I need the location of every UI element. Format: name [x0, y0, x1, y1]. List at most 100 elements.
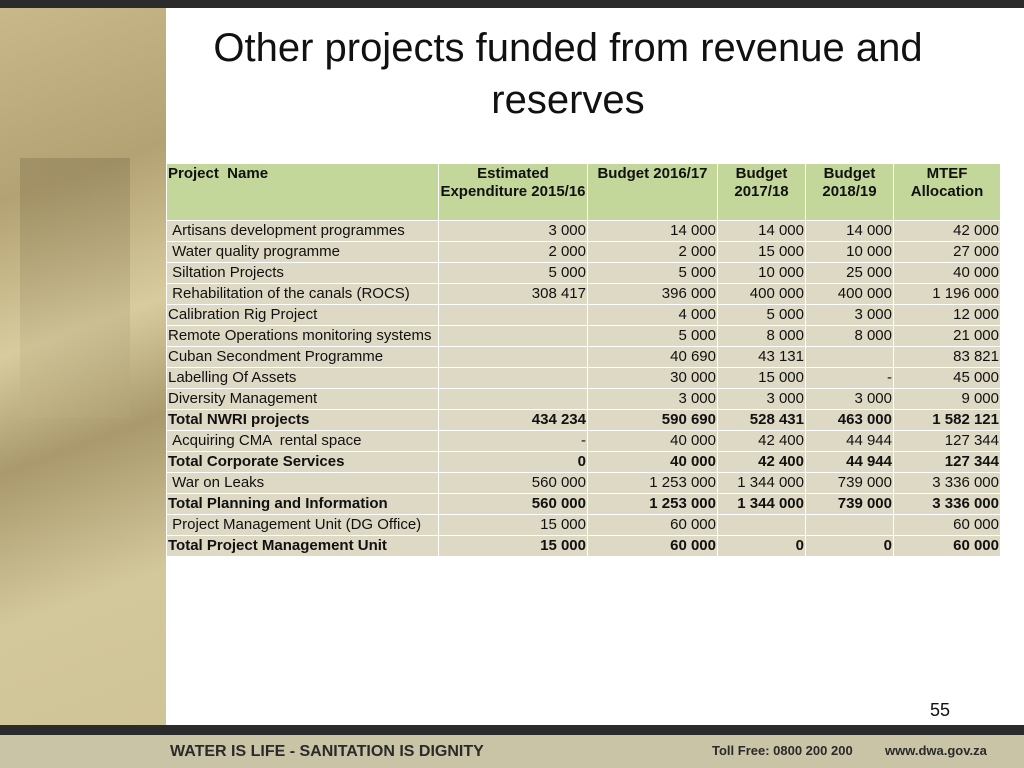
table-cell	[438, 304, 588, 326]
table-cell: -	[805, 367, 894, 389]
table-cell: 528 431	[717, 409, 806, 431]
table-cell: 127 344	[893, 451, 1001, 473]
table-cell: 8 000	[805, 325, 894, 347]
table-row: War on Leaks 560 000 1 253 000 1 344 000 739…	[166, 472, 1001, 494]
table-cell: Siltation Projects	[166, 262, 439, 284]
table-cell: 2 000	[438, 241, 588, 263]
table-cell: -	[438, 430, 588, 452]
table-cell	[438, 346, 588, 368]
table-cell: 2 000	[587, 241, 718, 263]
table-cell: 1 582 121	[893, 409, 1001, 431]
table-row: Remote Operations monitoring systems 5 00…	[166, 325, 1001, 347]
table-cell: 9 000	[893, 388, 1001, 410]
column-header: Project Name	[166, 163, 439, 221]
table-row: Acquiring CMA rental space -40 000 42 400 4…	[166, 430, 1001, 452]
column-header: Budget 2017/18	[717, 163, 806, 221]
table-row: Cuban Secondment Programme 40 690 43 131 83…	[166, 346, 1001, 368]
table-cell: 15 000	[717, 367, 806, 389]
footer: WATER IS LIFE - SANITATION IS DIGNITY To…	[0, 735, 1024, 768]
table-cell: 308 417	[438, 283, 588, 305]
table-cell: 0	[805, 535, 894, 557]
table-cell: 14 000	[805, 220, 894, 242]
table-cell	[438, 388, 588, 410]
table-cell: 8 000	[717, 325, 806, 347]
table-cell: 3 336 000	[893, 472, 1001, 494]
table-cell: 3 000	[587, 388, 718, 410]
table-cell: Total NWRI projects	[166, 409, 439, 431]
table-cell	[805, 514, 894, 536]
table-cell: 15 000	[717, 241, 806, 263]
table-cell: 0	[438, 451, 588, 473]
table-cell: 14 000	[587, 220, 718, 242]
header-row: Project Name Estimated Expenditure 2015/1…	[166, 163, 1001, 221]
table-cell	[438, 325, 588, 347]
table-cell: Artisans development programmes	[166, 220, 439, 242]
table-cell: 5 000	[587, 325, 718, 347]
table-cell: 44 944	[805, 451, 894, 473]
table-cell: 14 000	[717, 220, 806, 242]
footer-motto: WATER IS LIFE - SANITATION IS DIGNITY	[170, 743, 484, 760]
table-cell: 60 000	[893, 514, 1001, 536]
page-number: 55	[930, 700, 951, 720]
table-cell: Rehabilitation of the canals (ROCS)	[166, 283, 439, 305]
table-cell: 43 131	[717, 346, 806, 368]
table-cell: 127 344	[893, 430, 1001, 452]
table-cell: 400 000	[717, 283, 806, 305]
table-cell: 434 234	[438, 409, 588, 431]
budget-table: Project Name Estimated Expenditure 2015/1…	[166, 163, 1001, 557]
table-cell: 45 000	[893, 367, 1001, 389]
table-cell: 44 944	[805, 430, 894, 452]
column-header: MTEF Allocation	[893, 163, 1001, 221]
table-cell: 739 000	[805, 493, 894, 515]
table-cell: 739 000	[805, 472, 894, 494]
slide-title: Other projects funded from revenue and r…	[213, 26, 923, 122]
table-cell: 1 253 000	[587, 493, 718, 515]
table-row: Siltation Projects 5 000 5 000 10 000 25 000…	[166, 262, 1001, 284]
table-cell: 5 000	[587, 262, 718, 284]
table-row: Labelling Of Assets 30 000 15 000-45 000	[166, 367, 1001, 389]
table-cell: 560 000	[438, 472, 588, 494]
table-cell: 40 000	[587, 451, 718, 473]
table-cell	[717, 514, 806, 536]
table-cell: Remote Operations monitoring systems	[166, 325, 439, 347]
table-cell: 10 000	[717, 262, 806, 284]
footer-bar	[0, 725, 1024, 735]
table-cell: Labelling Of Assets	[166, 367, 439, 389]
table-cell: 25 000	[805, 262, 894, 284]
column-header: Budget 2016/17	[587, 163, 718, 221]
table-cell: 3 336 000	[893, 493, 1001, 515]
table-cell: Water quality programme	[166, 241, 439, 263]
table-row: Project Management Unit (DG Office) 15 00…	[166, 514, 1001, 536]
table-cell: 1 253 000	[587, 472, 718, 494]
table-row: Total NWRI projects 434 234 590 690 528 431…	[166, 409, 1001, 431]
table-cell: 15 000	[438, 514, 588, 536]
table-cell: 83 821	[893, 346, 1001, 368]
table-cell: 42 400	[717, 430, 806, 452]
side-image	[0, 8, 166, 725]
table-cell: 10 000	[805, 241, 894, 263]
table-cell: Total Corporate Services	[166, 451, 439, 473]
table-cell: 40 690	[587, 346, 718, 368]
toll-free: Toll Free: 0800 200 200	[712, 743, 853, 758]
table-cell: 1 196 000	[893, 283, 1001, 305]
table-cell: 27 000	[893, 241, 1001, 263]
table-row: Total Planning and Information 560 000 1 2…	[166, 493, 1001, 515]
table-cell: 463 000	[805, 409, 894, 431]
table-cell: 560 000	[438, 493, 588, 515]
table-cell: 40 000	[893, 262, 1001, 284]
table-row: Artisans development programmes 3 000 14 0…	[166, 220, 1001, 242]
table-cell: 4 000	[587, 304, 718, 326]
column-header: Estimated Expenditure 2015/16	[438, 163, 588, 221]
table-cell: 590 690	[587, 409, 718, 431]
table-row: Rehabilitation of the canals (ROCS) 308 4…	[166, 283, 1001, 305]
table-cell: Total Planning and Information	[166, 493, 439, 515]
table-cell: 60 000	[893, 535, 1001, 557]
table-cell: Cuban Secondment Programme	[166, 346, 439, 368]
table-cell	[438, 367, 588, 389]
table-cell: 60 000	[587, 535, 718, 557]
table-cell: Total Project Management Unit	[166, 535, 439, 557]
website: www.dwa.gov.za	[885, 743, 987, 758]
table-cell: 3 000	[805, 304, 894, 326]
table-cell: 12 000	[893, 304, 1001, 326]
